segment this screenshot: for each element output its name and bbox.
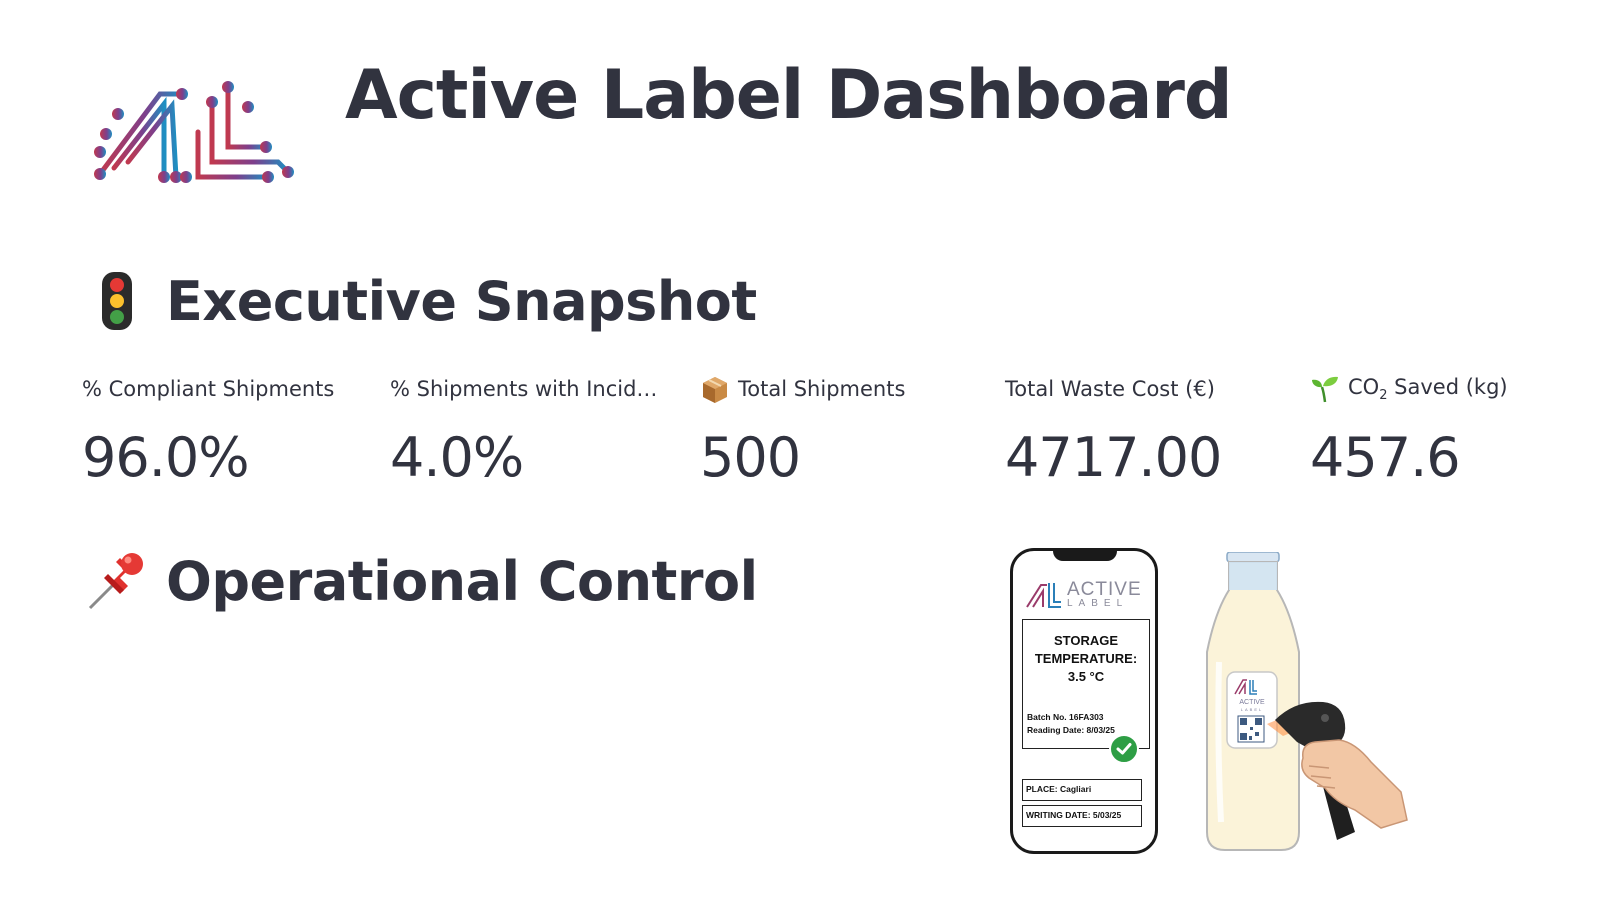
metric-total-shipments: Total Shipments 500 (700, 372, 905, 489)
writing-date-field: WRITING DATE: 5/03/25 (1022, 805, 1142, 827)
metric-total-waste-cost: Total Waste Cost (€) 4717.00 (1005, 372, 1222, 489)
phone-brand-text: ACTIVE (1067, 578, 1142, 600)
metric-value: 500 (700, 426, 801, 489)
metric-label-row: Total Shipments (700, 372, 905, 406)
place-field: PLACE: Cagliari (1022, 779, 1142, 801)
bottle-label-sub: LABEL (1241, 707, 1263, 712)
metric-co2-saved: CO2 Saved (kg) 457.6 (1310, 372, 1508, 489)
traffic-light-icon (84, 268, 150, 334)
hand-icon (1301, 739, 1408, 829)
metric-compliant-shipments: % Compliant Shipments 96.0% (82, 372, 334, 489)
section-title: Operational Control (166, 549, 758, 613)
package-icon (700, 374, 730, 404)
metric-label-row: CO2 Saved (kg) (1310, 372, 1508, 406)
metric-label: CO2 Saved (kg) (1348, 374, 1508, 404)
phone-brand-subtext: LABEL (1067, 597, 1129, 609)
section-heading-executive-snapshot: Executive Snapshot (84, 268, 757, 334)
metric-value: 457.6 (1310, 426, 1461, 489)
active-label-logo-icon (1026, 583, 1061, 608)
metric-label: Total Shipments (738, 377, 906, 401)
metric-label: % Compliant Shipments (82, 377, 335, 401)
bottle-label: ACTIVE LABEL (1226, 671, 1278, 749)
reading-date: Reading Date: 8/03/25 (1027, 725, 1115, 735)
storage-temperature-text: STORAGE TEMPERATURE: 3.5 °C (1034, 633, 1138, 684)
seedling-icon (1310, 374, 1340, 404)
section-title: Executive Snapshot (166, 269, 757, 333)
metric-label: % Shipments with Incid… (390, 377, 658, 401)
active-label-logo-icon (88, 42, 310, 192)
metric-label: Total Waste Cost (€) (1005, 377, 1215, 401)
phone-brand-text-group: ACTIVE LABEL (1067, 580, 1142, 609)
phone-illustration: ACTIVE LABEL STORAGE TEMPERATURE: 3.5 °C… (1010, 548, 1158, 854)
pushpin-icon (84, 548, 150, 614)
metric-value: 4717.00 (1005, 426, 1222, 489)
phone-brand: ACTIVE LABEL (1025, 577, 1149, 611)
metric-value: 4.0% (390, 426, 524, 489)
qr-code-icon (1237, 715, 1265, 743)
phone-notch (1053, 549, 1117, 561)
bottle-scan-illustration: ACTIVE LABEL (1205, 551, 1435, 867)
metric-value: 96.0% (82, 426, 250, 489)
label-reading-card: STORAGE TEMPERATURE: 3.5 °C Batch No. 16… (1022, 619, 1150, 749)
bottle-label-brand: ACTIVE (1239, 699, 1265, 706)
metric-shipments-with-incidents: % Shipments with Incid… 4.0% (390, 372, 657, 489)
check-circle-icon (1109, 734, 1139, 764)
batch-number: Batch No. 16FA303 (1027, 712, 1104, 722)
page-title: Active Label Dashboard (345, 56, 1233, 135)
section-heading-operational-control: Operational Control (84, 548, 758, 614)
